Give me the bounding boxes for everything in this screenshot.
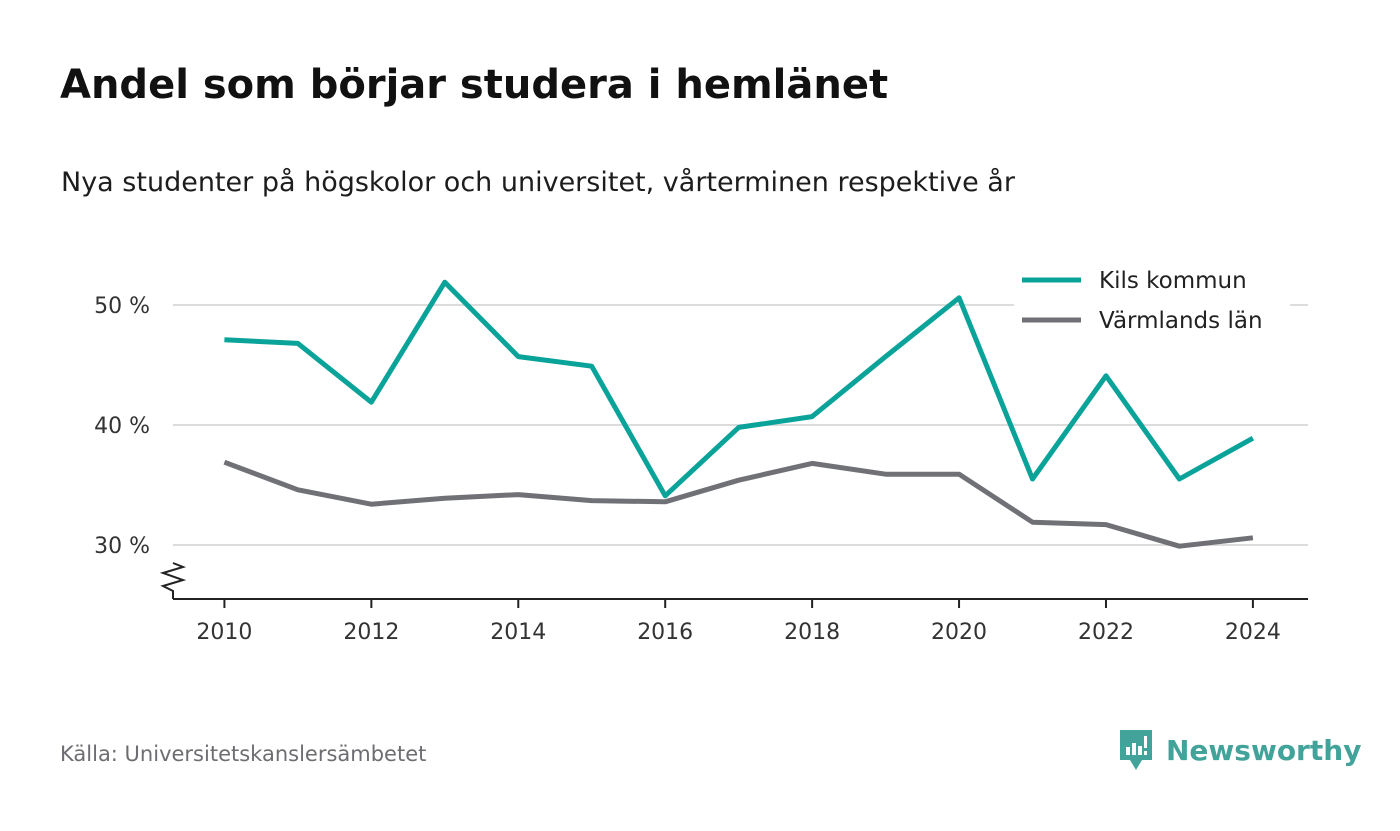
series-lines [223, 279, 1255, 549]
x-tick-label: 2018 [784, 620, 840, 645]
axes: 30 % 40 % 50 % 2010 2012 2014 2016 2018 2020 2022… [94, 294, 1308, 645]
series-line-kils-kommun [224, 279, 1255, 499]
x-tick-label: 2020 [931, 620, 987, 645]
y-tick-label: 30 % [94, 534, 150, 559]
x-tick-label: 2010 [196, 620, 252, 645]
y-tick-label: 40 % [94, 414, 150, 439]
x-tick-label: 2014 [490, 620, 546, 645]
x-tick-label: 2016 [637, 620, 693, 645]
x-tick-label: 2022 [1078, 620, 1134, 645]
axis-break-icon [159, 562, 187, 599]
newsworthy-logo-icon [1120, 730, 1152, 770]
chart-title: Andel som börjar studera i hemlänet [60, 62, 889, 108]
legend: Kils kommun Värmlands län [1014, 258, 1290, 340]
x-tick-label: 2012 [343, 620, 399, 645]
legend-background [1014, 258, 1290, 340]
source-note: Källa: Universitetskanslersämbetet [60, 742, 427, 766]
y-tick-label: 50 % [94, 294, 150, 319]
legend-label: Kils kommun [1099, 268, 1247, 294]
chart-subtitle: Nya studenter på högskolor och universit… [61, 167, 1015, 198]
series-line-varmlands-lan [223, 459, 1254, 549]
brand-logo: Newsworthy [1118, 728, 1361, 772]
legend-label: Värmlands län [1099, 308, 1263, 334]
brand-name: Newsworthy [1166, 733, 1362, 767]
x-tick-label: 2024 [1225, 620, 1281, 645]
